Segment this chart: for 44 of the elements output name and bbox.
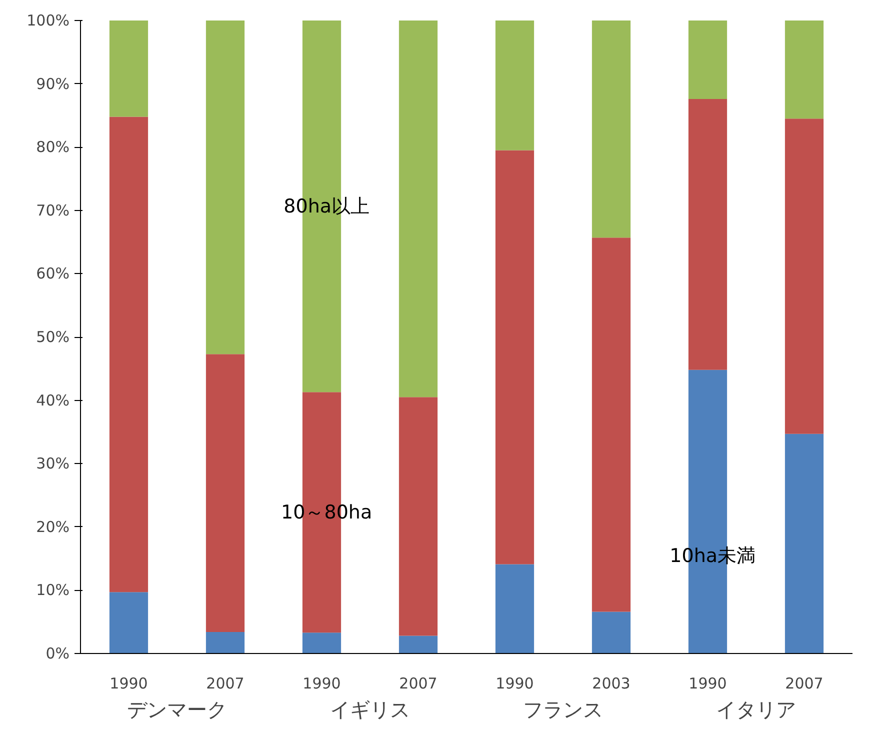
bar <box>495 564 534 654</box>
y-tick-label: 0% <box>46 644 70 662</box>
y-tick-label: 20% <box>36 518 70 536</box>
bar <box>398 397 438 636</box>
y-tick-label: 60% <box>36 264 70 283</box>
bar <box>784 20 824 119</box>
bar <box>109 20 148 117</box>
bar <box>398 636 438 654</box>
text: イギリス <box>330 698 410 722</box>
x-tick-label: 2007 <box>399 674 438 692</box>
y-tick-label: 90% <box>36 74 70 93</box>
x-tick-label: 2007 <box>785 674 824 692</box>
x-tick-label: 1990 <box>496 674 534 692</box>
y-tick-label: 10% <box>36 581 70 600</box>
y-tick-label: 70% <box>36 201 70 220</box>
bar <box>688 20 728 99</box>
bar <box>302 632 342 654</box>
text: イタリア <box>716 698 796 722</box>
y-tick-label: 30% <box>36 454 70 473</box>
bar <box>784 118 824 434</box>
x-tick-label: 2007 <box>206 674 244 692</box>
bar <box>206 632 245 654</box>
y-tick-label: 50% <box>36 328 70 346</box>
bar <box>206 354 245 632</box>
bar <box>398 20 438 398</box>
bar <box>784 434 824 654</box>
text: デンマーク <box>127 698 227 722</box>
x-tick-label: 1990 <box>688 674 727 692</box>
y-tick-label: 80% <box>36 138 70 156</box>
x-tick-label: 1990 <box>302 674 341 692</box>
bar <box>592 238 631 612</box>
bar <box>495 150 534 564</box>
bar <box>592 20 631 238</box>
x-tick-label: 2003 <box>592 674 630 692</box>
bar <box>495 20 534 150</box>
bar <box>206 20 245 354</box>
bar <box>109 116 148 592</box>
bar <box>592 612 631 654</box>
bar <box>109 592 148 654</box>
text: フランス <box>523 698 603 722</box>
x-tick-label: 1990 <box>110 674 148 692</box>
y-tick-label: 40% <box>36 391 70 410</box>
bar <box>688 98 728 370</box>
y-tick-label: 100% <box>26 12 70 30</box>
